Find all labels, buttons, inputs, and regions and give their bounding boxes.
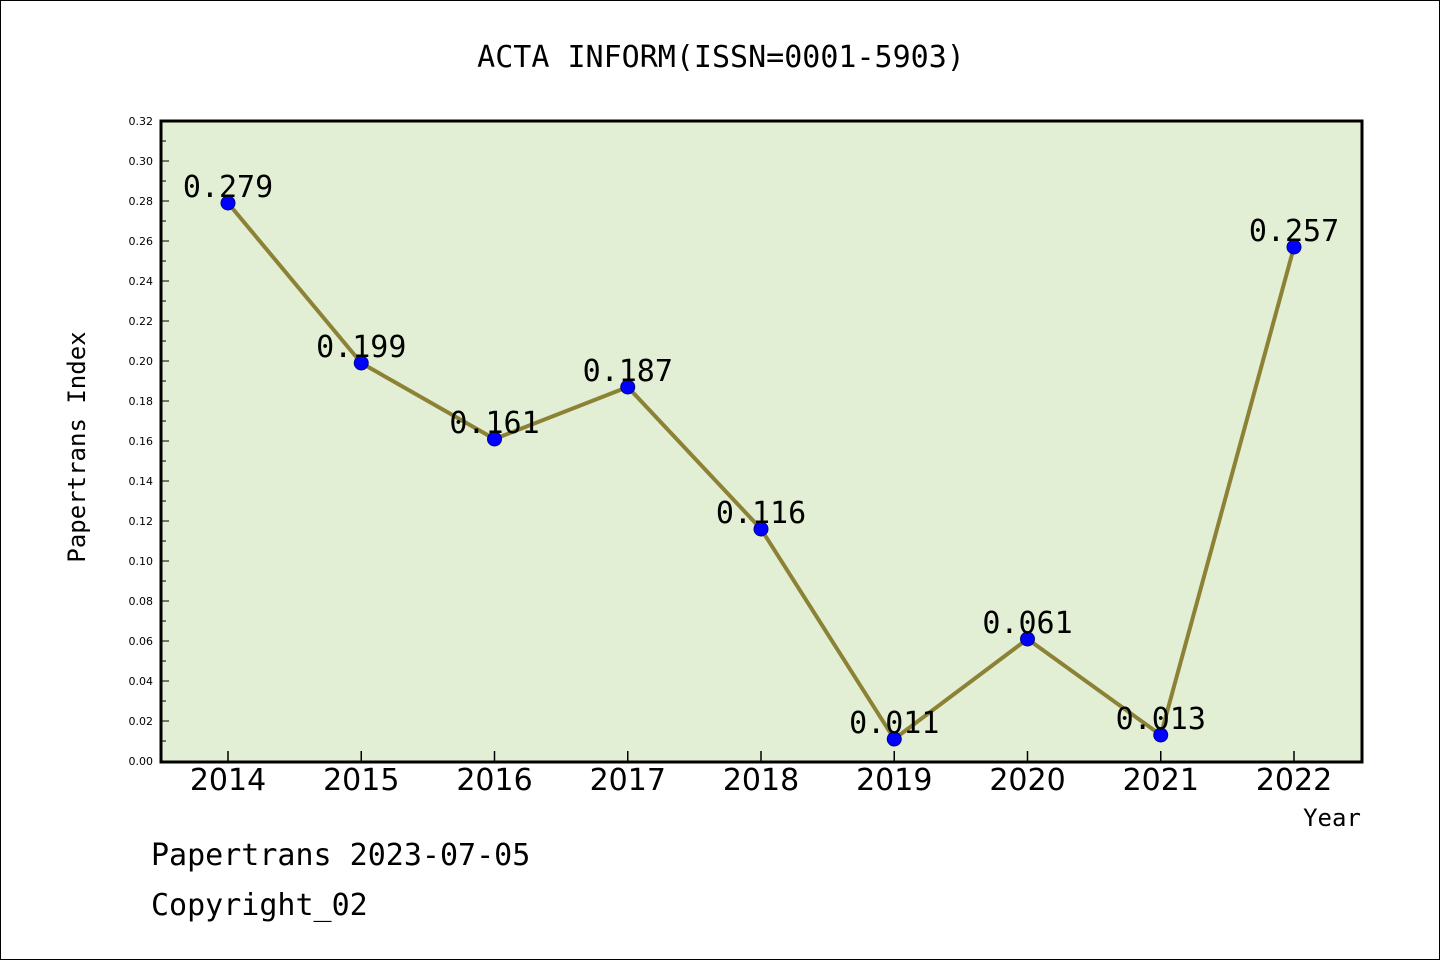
data-label: 0.187 (583, 354, 673, 389)
y-tick-label: 0.12 (129, 515, 154, 528)
x-tick-label: 2014 (190, 763, 266, 798)
y-tick-label: 0.26 (129, 235, 154, 248)
data-point-marker (487, 431, 502, 447)
x-tick-label: 2020 (989, 763, 1065, 798)
y-tick-label: 0.20 (129, 355, 154, 368)
y-tick-label: 0.24 (129, 275, 154, 288)
x-tick-label: 2022 (1256, 763, 1332, 798)
chart-title: ACTA INFORM(ISSN=0001-5903) (477, 40, 965, 75)
x-tick-label: 2016 (456, 763, 532, 798)
plot-area (159, 119, 1364, 764)
x-tick-label: 2017 (590, 763, 666, 798)
y-tick-label: 0.30 (129, 155, 154, 168)
y-tick-label: 0.18 (129, 395, 154, 408)
data-point-marker (753, 521, 769, 537)
y-tick-label: 0.04 (129, 675, 154, 688)
y-tick-label: 0.00 (129, 755, 154, 768)
x-tick-label: 2015 (323, 763, 399, 798)
y-tick-label: 0.28 (129, 195, 154, 208)
y-tick-label: 0.16 (129, 435, 154, 448)
data-label: 0.279 (183, 170, 273, 205)
data-point-marker (1020, 631, 1035, 647)
y-tick-label: 0.10 (129, 555, 154, 568)
data-point-marker (353, 355, 369, 371)
y-tick-label: 0.22 (129, 315, 154, 328)
y-tick-label: 0.06 (129, 635, 154, 648)
data-point-marker (1153, 727, 1169, 743)
data-point-marker (886, 731, 902, 747)
data-label: 0.011 (849, 706, 939, 741)
x-tick-label: 2019 (856, 763, 932, 798)
data-label: 0.161 (449, 406, 539, 441)
y-tick-label: 0.02 (129, 715, 154, 728)
data-label: 0.013 (1116, 702, 1206, 737)
y-axis: 0.00 0.02 0.04 0.06 0.08 0.10 0.12 0.14 0.16 0.18… (129, 115, 169, 768)
data-point-marker (1286, 239, 1302, 255)
data-labels-group: 0.279 0.199 0.161 0.187 0.116 0.011 0.061 0.013… (183, 170, 1339, 741)
data-label: 0.116 (716, 496, 806, 531)
data-label: 0.257 (1249, 214, 1339, 249)
footer-copyright: Copyright_02 (151, 888, 368, 923)
data-label: 0.061 (982, 606, 1072, 641)
data-point-marker (620, 379, 636, 395)
footer-date: Papertrans 2023-07-05 (151, 838, 530, 873)
x-tick-label: 2021 (1123, 763, 1199, 798)
y-tick-label: 0.14 (129, 475, 154, 488)
y-tick-label: 0.32 (129, 115, 154, 128)
x-tick-label: 2018 (723, 763, 799, 798)
x-axis-label: Year (1303, 804, 1361, 832)
data-label: 0.199 (316, 330, 406, 365)
x-axis: 2014 2015 2016 2017 2018 2019 2020 2021 2022 (190, 751, 1332, 798)
markers-group (220, 195, 1302, 747)
y-axis-label: Papertrans Index (63, 331, 91, 562)
y-tick-label: 0.08 (129, 595, 154, 608)
data-point-marker (220, 195, 236, 211)
